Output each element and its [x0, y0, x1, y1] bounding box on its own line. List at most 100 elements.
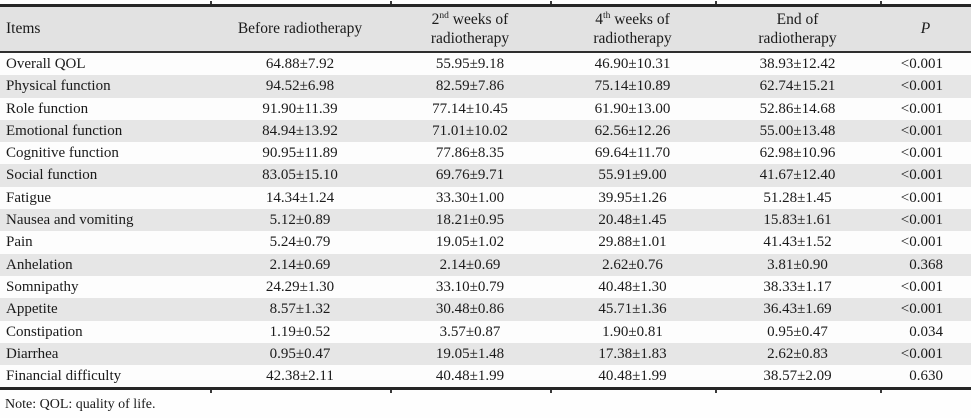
cell-item: Somnipathy — [6, 278, 79, 295]
cell-item: Role function — [6, 100, 89, 117]
cell-week2: 2.14±0.69 — [439, 256, 501, 273]
cell-week4: 29.88±1.01 — [598, 234, 667, 251]
table-row: Fatigue 14.34±1.24 33.30±1.00 39.95±1.26 51.… — [0, 186, 971, 210]
cell-end: 62.98±10.96 — [759, 145, 836, 162]
cell-item: Overall QOL — [6, 56, 86, 72]
cell-item: Anhelation — [6, 256, 73, 273]
table-footnote: Note: QOL: quality of life. — [5, 397, 156, 413]
cell-end: 52.86±14.68 — [759, 100, 836, 117]
cell-week4: 40.48±1.30 — [598, 278, 667, 295]
column-tick — [210, 1, 212, 4]
column-tick — [715, 390, 717, 394]
table-row: Social function 83.05±15.10 69.76±9.71 55.9… — [0, 164, 971, 187]
cell-before: 91.90±11.39 — [262, 100, 338, 117]
cell-end: 3.81±0.90 — [767, 256, 828, 273]
table-row: Appetite 8.57±1.32 30.48±0.86 45.71±1.36 36.… — [0, 298, 971, 321]
column-tick — [550, 390, 552, 394]
cell-end: 0.95±0.47 — [767, 323, 828, 340]
cell-before: 2.14±0.69 — [269, 256, 331, 273]
cell-p: <0.001 — [900, 56, 943, 72]
cell-week2: 3.57±0.87 — [439, 323, 501, 340]
ordinal-superscript: th — [602, 10, 611, 21]
table-row: Overall QOL 64.88±7.92 55.95±9.18 46.90±10.… — [0, 52, 971, 76]
cell-week4: 2.62±0.76 — [602, 256, 663, 273]
column-tick — [390, 1, 392, 4]
cell-end: 36.43±1.69 — [763, 301, 832, 318]
table-row: Cognitive function 90.95±11.89 77.86±8.35 6… — [0, 142, 971, 165]
cell-item: Appetite — [6, 301, 58, 318]
column-tick — [390, 390, 392, 394]
cell-p: <0.001 — [900, 345, 943, 362]
cell-week2: 82.59±7.86 — [435, 78, 505, 95]
table-row: Physical function 94.52±6.98 82.59±7.86 75.… — [0, 75, 971, 98]
cell-week4: 40.48±1.99 — [598, 368, 667, 385]
cell-before: 83.05±15.10 — [262, 167, 338, 184]
col-header-2nd-weeks: 2nd weeks of radiotherapy — [390, 7, 550, 53]
cell-week4: 46.90±10.31 — [594, 56, 671, 72]
header-row: Items Before radiotherapy 2nd weeks of r… — [0, 7, 971, 53]
cell-week4: 62.56±12.26 — [594, 122, 671, 139]
cell-week2: 19.05±1.02 — [435, 234, 505, 251]
cell-item: Fatigue — [6, 189, 51, 206]
table-bottom-rule — [0, 387, 971, 394]
cell-p: <0.001 — [900, 145, 943, 162]
cell-p: 0.034 — [909, 323, 943, 340]
cell-before: 8.57±1.32 — [269, 301, 331, 318]
cell-week4: 75.14±10.89 — [594, 78, 671, 95]
cell-week4: 1.90±0.81 — [602, 323, 663, 340]
cell-before: 64.88±7.92 — [265, 56, 335, 72]
cell-end: 38.33±1.17 — [763, 278, 832, 295]
cell-item: Nausea and vomiting — [6, 212, 134, 229]
cell-end: 41.67±12.40 — [759, 167, 836, 184]
table-top-rule — [0, 1, 971, 7]
cell-week2: 77.86±8.35 — [435, 145, 505, 162]
cell-end: 62.74±15.21 — [759, 78, 836, 95]
cell-before: 14.34±1.24 — [265, 189, 335, 206]
cell-before: 90.95±11.89 — [262, 145, 338, 162]
cell-week2: 30.48±0.86 — [435, 301, 505, 318]
cell-p: <0.001 — [900, 167, 943, 184]
col-header-items: Items — [0, 7, 210, 53]
cell-end: 38.57±2.09 — [763, 368, 832, 385]
cell-item: Physical function — [6, 78, 111, 95]
column-tick — [880, 1, 882, 4]
cell-week2: 69.76±9.71 — [435, 167, 505, 184]
cell-before: 94.52±6.98 — [265, 78, 335, 95]
table-row: Diarrhea 0.95±0.47 19.05±1.48 17.38±1.83 2.6… — [0, 342, 971, 366]
col-header-before-radiotherapy: Before radiotherapy — [210, 7, 390, 53]
col-header-p-value: P — [880, 7, 971, 53]
cell-week4: 61.90±13.00 — [594, 100, 671, 117]
table-row: Nausea and vomiting 5.12±0.89 18.21±0.95 20… — [0, 209, 971, 232]
cell-before: 1.19±0.52 — [269, 323, 331, 340]
cell-p: <0.001 — [900, 278, 943, 295]
cell-before: 0.95±0.47 — [269, 345, 331, 362]
table-row: Somnipathy 24.29±1.30 33.10±0.79 40.48±1.30… — [0, 275, 971, 299]
table-row: Constipation 1.19±0.52 3.57±0.87 1.90±0.81 0… — [0, 320, 971, 343]
cell-p: 0.368 — [909, 256, 943, 273]
cell-before: 5.24±0.79 — [269, 234, 331, 251]
cell-item: Emotional function — [6, 122, 123, 139]
qol-results-table: Items Before radiotherapy 2nd weeks of r… — [0, 7, 971, 388]
cell-week2: 33.30±1.00 — [435, 189, 505, 206]
cell-week4: 17.38±1.83 — [598, 345, 667, 362]
cell-p: <0.001 — [900, 301, 943, 318]
cell-before: 42.38±2.11 — [266, 368, 334, 385]
cell-end: 55.00±13.48 — [759, 122, 836, 139]
table-row: Role function 91.90±11.39 77.14±10.45 61.90… — [0, 97, 971, 120]
cell-before: 24.29±1.30 — [265, 278, 335, 295]
cell-before: 5.12±0.89 — [269, 212, 331, 229]
ordinal-superscript: nd — [439, 10, 449, 21]
cell-end: 15.83±1.61 — [763, 212, 832, 229]
table-row: Anhelation 2.14±0.69 2.14±0.69 2.62±0.76 3.8… — [0, 253, 971, 276]
cell-item: Financial difficulty — [6, 368, 122, 385]
column-tick — [550, 1, 552, 4]
cell-item: Diarrhea — [6, 345, 59, 362]
cell-week2: 33.10±0.79 — [435, 278, 505, 295]
cell-end: 38.93±12.42 — [759, 56, 836, 72]
cell-item: Constipation — [6, 323, 83, 340]
table-row: Financial difficulty 42.38±2.11 40.48±1.99… — [0, 365, 971, 388]
cell-week4: 20.48±1.45 — [598, 212, 667, 229]
cell-week2: 40.48±1.99 — [435, 368, 505, 385]
column-tick — [880, 390, 882, 394]
